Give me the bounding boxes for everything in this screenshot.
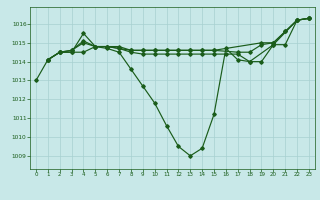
Text: Graphe pression niveau de la mer (hPa): Graphe pression niveau de la mer (hPa) — [72, 186, 248, 196]
